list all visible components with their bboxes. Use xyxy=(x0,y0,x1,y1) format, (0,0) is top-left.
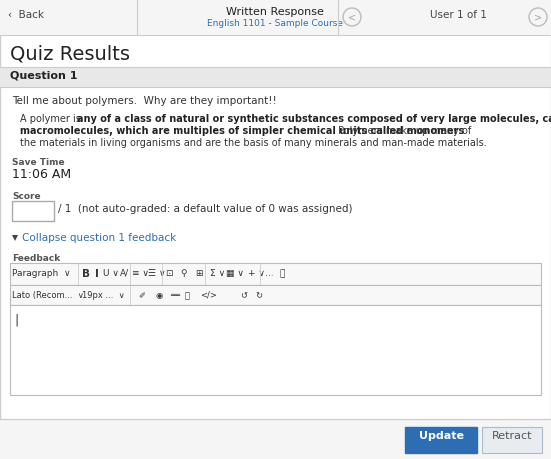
Text: macromolecules, which are multiples of simpler chemical units called monomers: macromolecules, which are multiples of s… xyxy=(20,126,464,136)
Text: Retract: Retract xyxy=(491,430,532,440)
Bar xyxy=(10,263,541,285)
Text: ↺: ↺ xyxy=(240,291,247,299)
Bar xyxy=(0,419,551,459)
Text: A polymer is: A polymer is xyxy=(20,114,84,124)
Text: Written Response: Written Response xyxy=(226,7,324,17)
Bar xyxy=(405,427,477,453)
Text: ✐: ✐ xyxy=(138,291,145,299)
Text: the materials in living organisms and are the basis of many minerals and man-mad: the materials in living organisms and ar… xyxy=(20,138,487,148)
Bar xyxy=(0,419,551,459)
Text: Feedback: Feedback xyxy=(12,253,60,263)
Text: </>: </> xyxy=(200,291,217,299)
Text: any of a class of natural or synthetic substances composed of very large molecul: any of a class of natural or synthetic s… xyxy=(77,114,551,124)
Text: ▦ ∨: ▦ ∨ xyxy=(226,269,244,277)
Polygon shape xyxy=(12,235,18,241)
Bar xyxy=(405,427,477,453)
Bar xyxy=(0,68,551,88)
Text: ◉: ◉ xyxy=(155,291,162,299)
Bar xyxy=(10,285,541,305)
Text: |: | xyxy=(14,313,18,326)
Text: ⌖: ⌖ xyxy=(185,291,190,299)
Text: >: > xyxy=(534,13,542,23)
Text: Lato (Recom...  ∨: Lato (Recom... ∨ xyxy=(12,291,84,299)
Bar xyxy=(482,427,542,453)
Text: ≡ ∨: ≡ ∨ xyxy=(132,269,149,277)
Bar xyxy=(0,420,551,459)
Text: ...: ... xyxy=(265,269,274,277)
Text: ⛶: ⛶ xyxy=(280,269,285,277)
Text: ══: ══ xyxy=(170,291,180,299)
Text: I: I xyxy=(95,269,99,279)
Text: Tell me about polymers.  Why are they important!!: Tell me about polymers. Why are they imp… xyxy=(12,96,277,106)
Text: Update: Update xyxy=(419,430,463,440)
Text: ⚲: ⚲ xyxy=(180,269,187,277)
Text: User 1 of 1: User 1 of 1 xyxy=(430,10,487,20)
Text: U ∨: U ∨ xyxy=(103,269,119,277)
Bar xyxy=(10,305,541,395)
Text: Paragraph  ∨: Paragraph ∨ xyxy=(12,269,71,277)
Text: English 1101 - Sample Course: English 1101 - Sample Course xyxy=(207,19,343,28)
Text: <: < xyxy=(348,13,356,23)
Text: Save Time: Save Time xyxy=(12,157,64,167)
Text: B: B xyxy=(82,269,90,279)
Text: 11:06 AM: 11:06 AM xyxy=(12,168,71,180)
Text: Score: Score xyxy=(12,191,41,201)
Text: Collapse question 1 feedback: Collapse question 1 feedback xyxy=(22,233,176,242)
Bar xyxy=(12,202,54,222)
Text: ↻: ↻ xyxy=(255,291,262,299)
Text: + ∨: + ∨ xyxy=(248,269,265,277)
Text: Quiz Results: Quiz Results xyxy=(10,44,130,63)
Bar xyxy=(0,0,551,36)
Bar xyxy=(10,263,541,395)
Text: 19px ...  ∨: 19px ... ∨ xyxy=(82,291,125,299)
Text: A/: A/ xyxy=(120,269,129,277)
Text: ⊡: ⊡ xyxy=(165,269,172,277)
Text: Question 1: Question 1 xyxy=(10,71,78,81)
Text: Σ ∨: Σ ∨ xyxy=(210,269,225,277)
Text: ☰ ∨: ☰ ∨ xyxy=(148,269,166,277)
Text: ‹  Back: ‹ Back xyxy=(8,10,44,20)
Text: / 1  (not auto-graded: a default value of 0 was assigned): / 1 (not auto-graded: a default value of… xyxy=(58,203,353,213)
Text: ⊞: ⊞ xyxy=(195,269,203,277)
Text: . Polymers make up many of: . Polymers make up many of xyxy=(332,126,471,136)
